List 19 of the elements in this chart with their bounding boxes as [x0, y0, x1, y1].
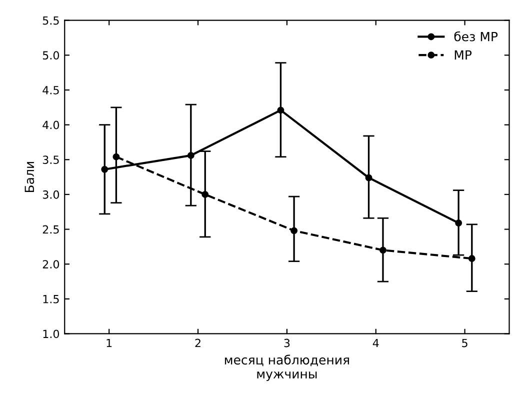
- y-tick-label: 5.0: [42, 51, 60, 60]
- legend-label: без МР: [454, 31, 498, 42]
- legend-label: МР: [454, 50, 472, 60]
- y-tick-label: 4.5: [42, 86, 59, 94]
- y-axis-title: Бали: [24, 162, 34, 192]
- y-tick-label: 1.5: [43, 295, 59, 304]
- x-axis-title: месяц наблюдения мужчины: [224, 354, 349, 382]
- y-tick-label: 2.0: [42, 260, 60, 268]
- x-tick-label: 5: [462, 338, 468, 348]
- x-tick-label: 4: [372, 338, 379, 348]
- y-tick-label: 3.5: [42, 156, 59, 164]
- y-tick-label: 4.0: [42, 120, 60, 130]
- x-tick-label: 1: [106, 338, 112, 348]
- y-tick-label: 5.5: [42, 16, 59, 25]
- x-tick-label: 3: [284, 338, 290, 348]
- y-tick-label: 2.5: [42, 225, 59, 234]
- y-tick-label: 1.0: [43, 330, 60, 338]
- x-tick-label: 2: [195, 338, 200, 348]
- y-tick-label: 3.0: [42, 190, 60, 199]
